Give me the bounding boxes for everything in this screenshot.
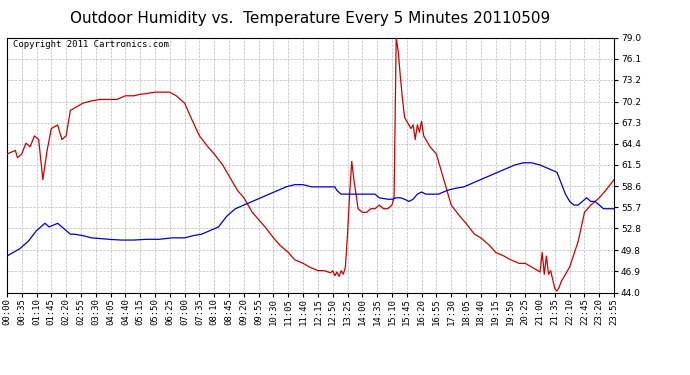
Text: Copyright 2011 Cartronics.com: Copyright 2011 Cartronics.com: [13, 40, 169, 49]
Text: Outdoor Humidity vs.  Temperature Every 5 Minutes 20110509: Outdoor Humidity vs. Temperature Every 5…: [70, 11, 551, 26]
